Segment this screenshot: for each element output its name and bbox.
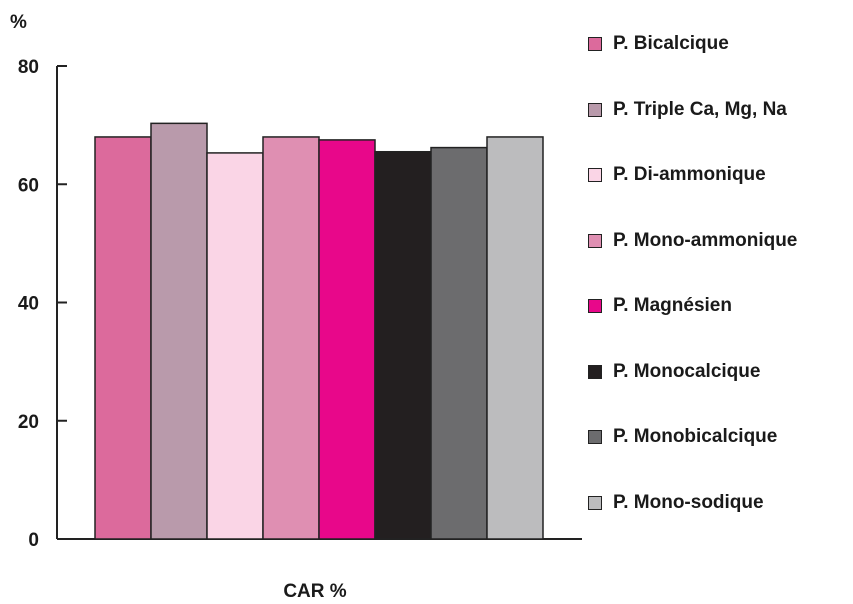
bar-6 <box>374 150 432 540</box>
legend-label: P. Mono-ammonique <box>613 229 798 251</box>
legend-item: P. Triple Ca, Mg, Na <box>588 96 787 124</box>
bar-1 <box>94 136 152 540</box>
legend-swatch <box>588 364 602 379</box>
legend-swatch <box>588 102 602 117</box>
bar-2 <box>150 122 208 540</box>
legend-swatch <box>588 299 602 313</box>
legend-item: P. Monocalcique <box>588 358 760 386</box>
legend-swatch <box>588 37 602 51</box>
bar-7 <box>430 146 488 540</box>
y-tick-label: 20 <box>18 412 39 433</box>
legend-label: P. Di-ammonique <box>613 164 766 185</box>
bar-3 <box>206 152 264 540</box>
y-tick-label: 60 <box>18 175 39 196</box>
legend-swatch <box>588 430 602 444</box>
legend-item: P. Mono-ammonique <box>588 227 797 255</box>
legend-swatch <box>588 233 602 248</box>
legend-item: P. Monobicalcique <box>588 423 777 451</box>
y-tick-label: 40 <box>18 294 39 315</box>
legend-item: P. Mono-sodique <box>588 489 764 517</box>
legend-swatch <box>588 168 602 182</box>
legend-label: P. Mono-sodique <box>613 491 764 513</box>
legend-item: P. Di-ammonique <box>588 161 766 189</box>
legend-label: P. Triple Ca, Mg, Na <box>613 98 787 120</box>
y-tick-label: 0 <box>28 530 39 551</box>
y-axis-title: % <box>10 12 27 33</box>
x-axis-title: CAR % <box>283 581 346 602</box>
legend-label: P. Bicalcique <box>613 33 729 54</box>
legend-item: P. Magnésien <box>588 292 732 320</box>
legend-label: P. Monobicalcique <box>613 426 778 447</box>
legend-swatch <box>588 495 602 510</box>
bar-4 <box>262 136 320 540</box>
bar-5 <box>318 139 376 540</box>
bars <box>94 122 544 540</box>
legend-label: P. Monocalcique <box>613 360 761 382</box>
legend-item: P. Bicalcique <box>588 30 729 58</box>
legend-label: P. Magnésien <box>613 295 732 316</box>
bar-8 <box>486 136 544 540</box>
y-tick-label: 80 <box>18 57 39 78</box>
